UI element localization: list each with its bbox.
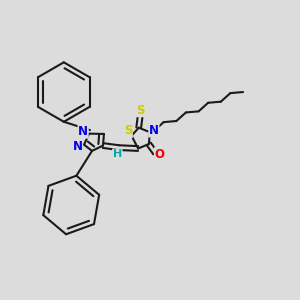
Text: N: N bbox=[149, 124, 159, 137]
Text: N: N bbox=[78, 125, 88, 138]
Text: S: S bbox=[124, 124, 132, 137]
Text: S: S bbox=[136, 104, 145, 117]
Text: O: O bbox=[154, 148, 164, 161]
Text: H: H bbox=[113, 149, 122, 159]
Text: N: N bbox=[73, 140, 82, 153]
